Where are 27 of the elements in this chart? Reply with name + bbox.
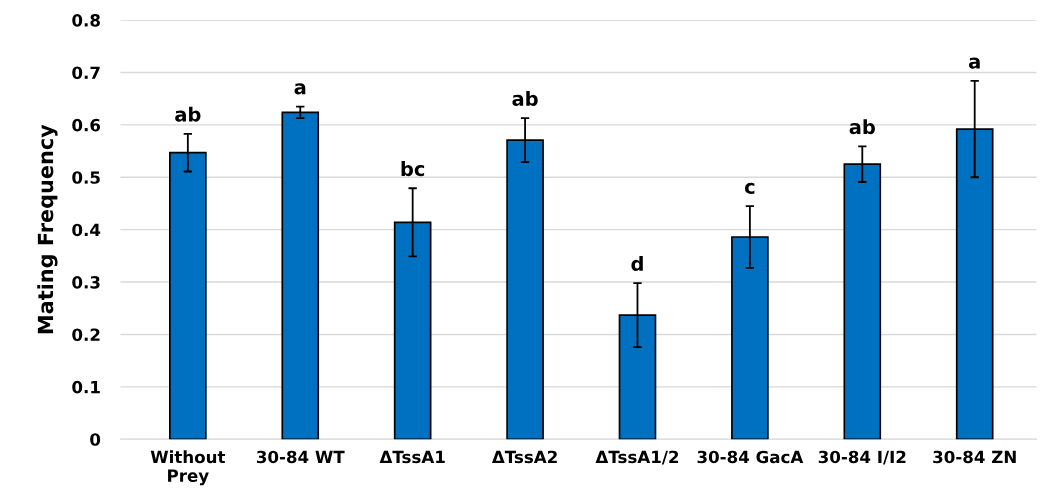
annotation: d	[631, 255, 643, 272]
y-tick-label: 0.3	[72, 276, 100, 289]
annotation: c	[744, 182, 755, 194]
y-axis-title: Mating Frequency	[37, 124, 58, 334]
annotation: bc	[401, 161, 425, 177]
y-tick-label: 0.6	[72, 118, 101, 132]
x-tick-label: 30-84 ZN	[933, 450, 1016, 464]
annotation: ab	[512, 90, 538, 106]
x-tick-label: 30-84 I/I2	[818, 450, 906, 465]
y-tick-label: 0.2	[72, 328, 100, 342]
y-tick-label: 0.5	[72, 171, 100, 184]
x-tick-label: 30-84 GacA	[697, 450, 804, 464]
y-tick-label: 0.7	[72, 66, 100, 80]
annotation: a	[968, 57, 980, 69]
bar	[281, 111, 320, 440]
x-tick-label: 30-84 WT	[256, 450, 345, 464]
annotation: ab	[175, 106, 201, 122]
x-tick-label: ΔTssA1/2	[595, 450, 679, 465]
y-tick-label: 0.4	[72, 223, 101, 237]
x-tick-label: ΔTssA1	[379, 450, 445, 464]
y-tick-label: 0.8	[72, 14, 100, 27]
x-tick-label: ΔTssA2	[491, 450, 557, 464]
x-tick-label: Without Prey	[150, 450, 226, 486]
annotation: ab	[849, 119, 875, 135]
y-tick-label: 0.1	[72, 380, 100, 394]
y-tick-label: 0	[90, 433, 101, 446]
annotation: a	[294, 83, 306, 95]
